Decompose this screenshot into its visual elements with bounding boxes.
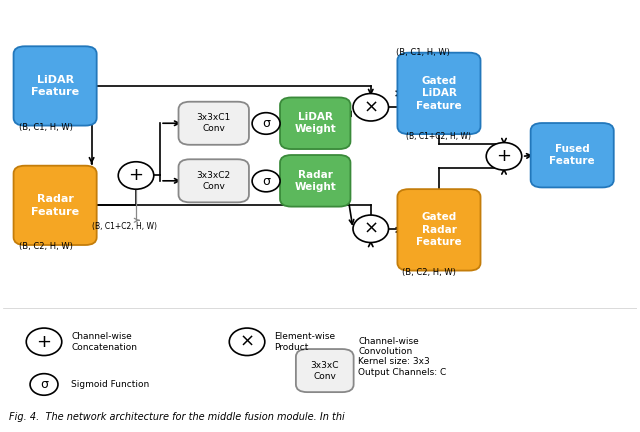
- Ellipse shape: [118, 162, 154, 189]
- Text: (B, C2, H, W): (B, C2, H, W): [403, 268, 456, 277]
- Text: Fused
Feature: Fused Feature: [549, 144, 595, 166]
- FancyBboxPatch shape: [296, 349, 354, 392]
- Text: LiDAR
Feature: LiDAR Feature: [31, 75, 79, 97]
- Text: Channel-wise
Concatenation: Channel-wise Concatenation: [71, 332, 138, 352]
- Text: (B, C1+C2, H, W): (B, C1+C2, H, W): [92, 222, 157, 232]
- FancyBboxPatch shape: [531, 123, 614, 187]
- FancyBboxPatch shape: [13, 166, 97, 245]
- Text: Radar
Weight: Radar Weight: [294, 170, 336, 192]
- Text: Gated
LiDAR
Feature: Gated LiDAR Feature: [416, 76, 462, 111]
- FancyBboxPatch shape: [280, 155, 351, 206]
- Text: Gated
Radar
Feature: Gated Radar Feature: [416, 213, 462, 247]
- Text: +: +: [129, 166, 143, 184]
- Text: 3x3xC
Conv: 3x3xC Conv: [310, 361, 339, 381]
- Text: Fig. 4.  The network architecture for the middle fusion module. In thi: Fig. 4. The network architecture for the…: [9, 412, 345, 422]
- Text: +: +: [36, 333, 51, 351]
- Ellipse shape: [353, 93, 388, 121]
- Text: Channel-wise
Convolution
Kernel size: 3x3
Output Channels: C: Channel-wise Convolution Kernel size: 3x…: [358, 337, 446, 377]
- Text: (B, C2, H, W): (B, C2, H, W): [19, 242, 72, 251]
- Ellipse shape: [252, 113, 280, 134]
- Text: Sigmoid Function: Sigmoid Function: [71, 380, 150, 389]
- Text: (B, C1+C2, H, W): (B, C1+C2, H, W): [406, 132, 470, 141]
- Text: (B, C1, H, W): (B, C1, H, W): [396, 48, 450, 57]
- Ellipse shape: [229, 328, 265, 356]
- Text: +: +: [497, 147, 511, 165]
- FancyBboxPatch shape: [397, 189, 481, 270]
- FancyBboxPatch shape: [280, 98, 351, 149]
- Ellipse shape: [26, 328, 62, 356]
- Ellipse shape: [486, 143, 522, 170]
- Text: LiDAR
Weight: LiDAR Weight: [294, 112, 336, 134]
- Text: ×: ×: [239, 333, 255, 351]
- Text: σ: σ: [262, 175, 270, 187]
- Ellipse shape: [252, 170, 280, 192]
- Ellipse shape: [353, 215, 388, 242]
- FancyBboxPatch shape: [179, 102, 249, 145]
- Text: (B, C1, H, W): (B, C1, H, W): [19, 123, 72, 132]
- Text: Radar
Feature: Radar Feature: [31, 194, 79, 216]
- FancyBboxPatch shape: [13, 46, 97, 126]
- Text: σ: σ: [40, 378, 48, 391]
- Text: ×: ×: [363, 220, 378, 238]
- Text: 3x3xC1
Conv: 3x3xC1 Conv: [196, 113, 231, 133]
- FancyBboxPatch shape: [179, 159, 249, 202]
- Ellipse shape: [30, 374, 58, 395]
- Text: Element-wise
Product: Element-wise Product: [275, 332, 335, 352]
- Text: ×: ×: [363, 98, 378, 116]
- Text: σ: σ: [262, 117, 270, 130]
- Text: 3x3xC2
Conv: 3x3xC2 Conv: [196, 171, 231, 191]
- FancyBboxPatch shape: [397, 53, 481, 134]
